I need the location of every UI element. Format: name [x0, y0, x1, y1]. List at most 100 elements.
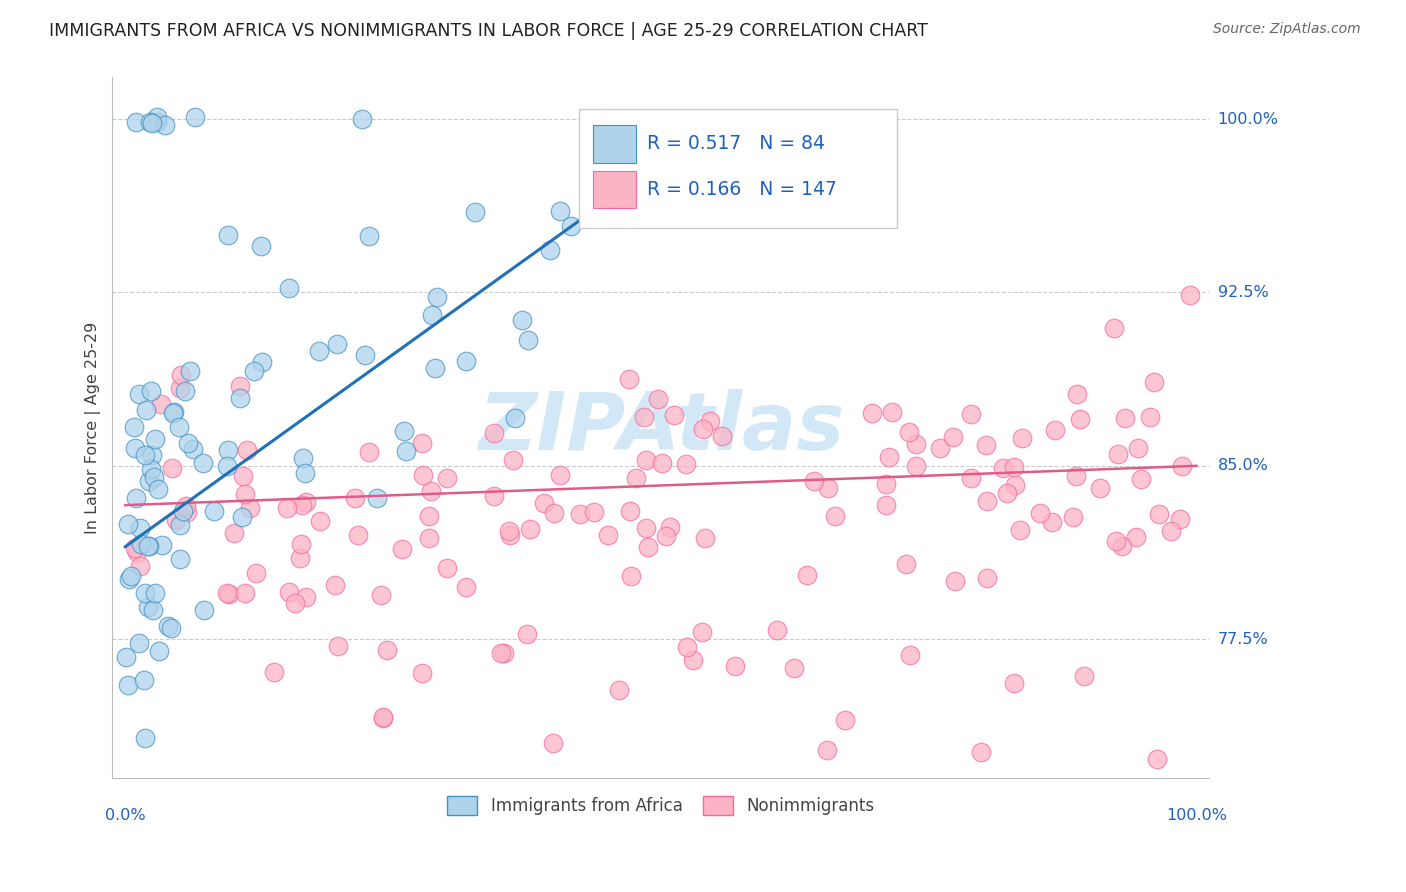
Point — [347, 527, 370, 541]
Point — [583, 505, 606, 519]
Point — [624, 471, 647, 485]
Point — [173, 384, 195, 398]
Point — [295, 590, 318, 604]
Point — [150, 538, 173, 552]
Point — [160, 621, 183, 635]
Point — [617, 372, 640, 386]
Point — [423, 360, 446, 375]
Point — [517, 333, 540, 347]
Text: 85.0%: 85.0% — [1218, 458, 1268, 474]
Point — [675, 457, 697, 471]
Point — [233, 586, 256, 600]
Point — [880, 405, 903, 419]
Point — [976, 571, 998, 585]
Point — [543, 736, 565, 750]
Point — [277, 585, 299, 599]
Point — [1029, 506, 1052, 520]
Point — [136, 539, 159, 553]
Point — [607, 682, 630, 697]
Point — [1168, 511, 1191, 525]
Point — [132, 673, 155, 687]
Point — [970, 745, 993, 759]
Text: R = 0.166   N = 147: R = 0.166 N = 147 — [647, 180, 837, 199]
Point — [533, 496, 555, 510]
Point — [344, 491, 367, 505]
Point — [695, 531, 717, 545]
Point — [492, 647, 515, 661]
Point — [184, 110, 207, 124]
Point — [482, 425, 505, 440]
Point — [139, 115, 162, 129]
Point — [976, 438, 998, 452]
Point — [796, 568, 818, 582]
Point — [634, 521, 657, 535]
Point — [217, 586, 239, 600]
Point — [418, 531, 440, 545]
Point — [1066, 387, 1088, 401]
Point — [395, 444, 418, 458]
Point — [418, 509, 440, 524]
Point — [620, 569, 643, 583]
Point — [309, 514, 332, 528]
Point — [117, 516, 139, 531]
Point — [420, 308, 443, 322]
Point — [290, 498, 312, 512]
Text: ZIPAtlas: ZIPAtlas — [478, 389, 844, 467]
Point — [117, 678, 139, 692]
Point — [538, 243, 561, 257]
Point — [229, 391, 252, 405]
Point — [1147, 507, 1170, 521]
Point — [217, 443, 239, 458]
Point — [1011, 431, 1033, 445]
Point — [193, 456, 215, 470]
Point — [898, 648, 921, 663]
Point — [366, 491, 388, 506]
Point — [328, 639, 350, 653]
Point — [1073, 669, 1095, 683]
Point — [138, 539, 160, 553]
Text: R = 0.517   N = 84: R = 0.517 N = 84 — [647, 135, 824, 153]
Point — [596, 528, 619, 542]
Point — [308, 344, 330, 359]
Point — [115, 649, 138, 664]
Point — [148, 483, 170, 497]
Point — [177, 435, 200, 450]
Point — [128, 636, 150, 650]
Point — [125, 115, 148, 129]
Point — [502, 453, 524, 467]
Point — [122, 420, 145, 434]
Text: 0.0%: 0.0% — [105, 808, 146, 823]
Point — [128, 387, 150, 401]
FancyBboxPatch shape — [578, 109, 897, 228]
Point — [692, 422, 714, 436]
Point — [172, 504, 194, 518]
Point — [662, 408, 685, 422]
Point — [129, 558, 152, 573]
Point — [233, 487, 256, 501]
Point — [176, 505, 198, 519]
Point — [290, 537, 312, 551]
Point — [489, 647, 512, 661]
Point — [824, 508, 846, 523]
Point — [277, 281, 299, 295]
Point — [135, 403, 157, 417]
Point — [1125, 530, 1147, 544]
Point — [499, 528, 522, 542]
Point — [134, 586, 156, 600]
Point — [512, 313, 534, 327]
Point — [232, 468, 254, 483]
Point — [354, 348, 377, 362]
Point — [242, 364, 264, 378]
Text: 77.5%: 77.5% — [1218, 632, 1268, 647]
Point — [236, 442, 259, 457]
Point — [411, 436, 433, 450]
Point — [250, 239, 273, 253]
Point — [543, 507, 565, 521]
Point — [765, 623, 787, 637]
Point — [128, 520, 150, 534]
Point — [658, 520, 681, 534]
Point — [160, 461, 183, 475]
Point — [139, 462, 162, 476]
Point — [1062, 510, 1084, 524]
Point — [1160, 524, 1182, 538]
